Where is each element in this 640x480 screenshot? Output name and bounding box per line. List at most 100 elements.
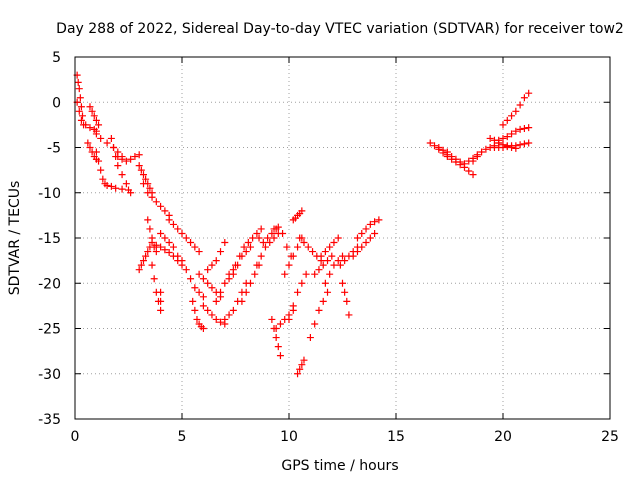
data-point-arc14: [157, 229, 165, 237]
data-point-arc15: [161, 246, 169, 254]
data-point-arc39: [317, 252, 325, 260]
data-point-arc36: [300, 239, 308, 247]
data-point-arc37: [315, 306, 323, 314]
data-point-arc26: [236, 252, 244, 260]
data-point-arc33: [289, 302, 297, 310]
data-point-arc50: [512, 142, 520, 150]
data-point-arc28: [264, 234, 272, 242]
data-point-arc39: [326, 243, 334, 251]
data-point-arc12: [146, 243, 154, 251]
data-point-arc24: [246, 243, 254, 251]
data-point-arc43: [349, 252, 357, 260]
data-point-arc15: [169, 252, 177, 260]
data-point-arc39: [330, 239, 338, 247]
data-point-arc51: [495, 136, 503, 144]
data-point-arc04: [84, 139, 92, 147]
data-point-arc34: [298, 207, 306, 215]
data-point-arc14: [161, 234, 169, 242]
data-point-arc27: [270, 234, 278, 242]
data-point-arc33: [285, 315, 293, 323]
data-point-arc51: [520, 124, 528, 132]
data-point-arc37: [319, 297, 327, 305]
data-point-arc36: [304, 243, 312, 251]
data-point-arc12: [139, 257, 147, 265]
data-point-arc09: [137, 166, 145, 174]
data-point-arc24: [225, 270, 233, 278]
data-point-arc40: [321, 279, 329, 287]
data-point-arc17: [195, 288, 203, 296]
data-point-arc20: [199, 302, 207, 310]
data-point-arc21: [212, 257, 220, 265]
data-point-arc39: [321, 248, 329, 256]
data-point-arc35: [296, 365, 304, 373]
y-axis-label: SDTVAR / TECUs: [7, 181, 23, 296]
data-point-arc43: [353, 248, 361, 256]
data-point-arc44: [358, 229, 366, 237]
data-point-arc51: [503, 133, 511, 141]
data-point-arc15: [157, 243, 165, 251]
data-point-arc38: [311, 270, 319, 278]
data-point-arc13: [157, 288, 165, 296]
data-point-arc16: [174, 225, 182, 233]
data-point-arc37: [311, 320, 319, 328]
data-point-arc11: [152, 248, 160, 256]
data-point-arc35: [294, 370, 302, 378]
data-point-arc31: [283, 243, 291, 251]
data-point-arc13: [148, 261, 156, 269]
data-point-arc01: [75, 85, 83, 93]
data-point-arc30: [272, 325, 280, 332]
data-point-arc46: [469, 171, 477, 179]
data-point-arc28: [268, 229, 276, 237]
data-point-arc50: [520, 140, 528, 148]
data-point-arc10: [152, 198, 160, 206]
data-point-arc31: [270, 225, 278, 233]
data-point-arc51: [499, 134, 507, 142]
data-point-arc29: [274, 343, 282, 351]
data-point-arc51: [525, 124, 533, 132]
data-point-arc45: [431, 142, 439, 150]
x-tick-label: 15: [387, 429, 405, 445]
data-point-arc03: [95, 121, 103, 129]
data-point-arc06: [112, 184, 120, 192]
data-point-arc48: [473, 153, 481, 161]
data-point-arc26: [244, 239, 252, 247]
data-point-arc51: [516, 125, 524, 133]
data-point-arc07: [127, 189, 135, 197]
y-tick-label: -35: [38, 412, 61, 428]
data-point-arc23: [229, 306, 237, 314]
data-point-arc02: [86, 124, 94, 132]
data-point-arc27: [257, 252, 265, 260]
data-point-arc26: [253, 229, 261, 237]
data-point-arc44: [371, 218, 379, 226]
data-point-arc09: [142, 175, 150, 183]
data-point-arc41: [345, 311, 353, 319]
data-point-arc01: [74, 78, 82, 86]
data-point-arc06: [97, 166, 105, 174]
data-point-arc12: [135, 266, 143, 274]
data-point-arc03: [90, 112, 98, 120]
data-point-arc08: [118, 155, 126, 163]
y-tick-label: -25: [38, 322, 61, 338]
data-point-arc37: [306, 334, 314, 342]
data-point-arc40: [330, 261, 338, 269]
data-point-arc06: [107, 182, 115, 190]
data-point-arc19: [204, 279, 212, 287]
data-point-arc44: [353, 234, 361, 242]
data-point-arc06: [99, 175, 107, 183]
data-point-arc21: [217, 248, 225, 256]
y-tick-label: -15: [38, 231, 61, 247]
data-point-arc44: [366, 220, 374, 228]
data-point-arc33: [294, 288, 302, 296]
data-point-arc52: [503, 116, 511, 124]
data-point-arc06: [118, 185, 126, 193]
data-point-arc04: [86, 144, 94, 151]
data-point-arc22: [217, 288, 225, 296]
data-point-arc28: [255, 234, 263, 242]
data-point-arc41: [339, 279, 346, 287]
data-point-arc22: [212, 297, 220, 305]
data-point-arc02: [82, 121, 90, 129]
data-point-arc32: [285, 261, 293, 269]
data-point-arc25: [242, 288, 250, 296]
y-tick-label: 0: [52, 95, 61, 111]
